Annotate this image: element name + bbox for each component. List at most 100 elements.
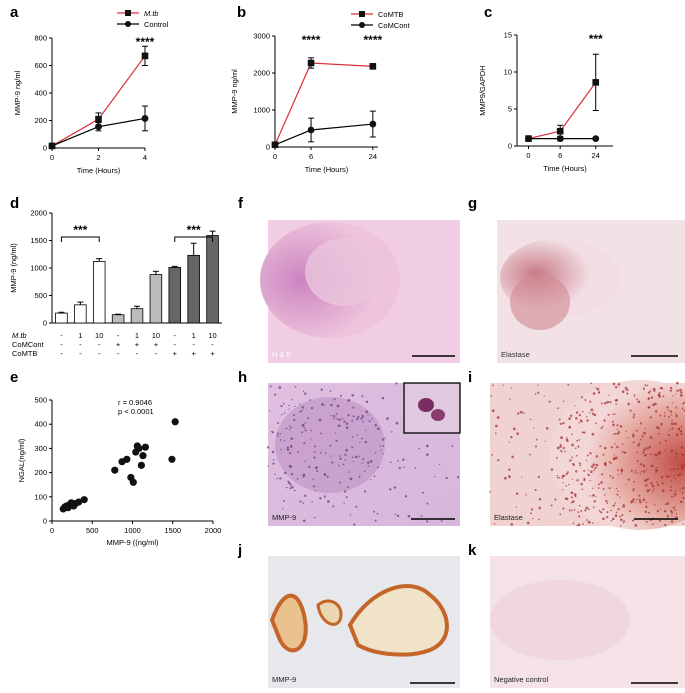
cell-nucleus <box>632 519 635 522</box>
cell-nucleus <box>532 517 534 520</box>
cell-nucleus <box>377 466 379 469</box>
chart-a: 0 200 400 600 800 MMP-9 ng/ml 0 2 4 Time (Hours) *… <box>13 9 169 175</box>
cell-nucleus <box>675 393 677 395</box>
cell-nucleus <box>680 430 683 432</box>
cell-nucleus <box>601 473 604 476</box>
panel-letter-k: k <box>468 542 477 559</box>
cell-nucleus <box>418 447 420 450</box>
cell-nucleus <box>636 498 638 501</box>
cell-nucleus <box>675 433 679 437</box>
cell-nucleus <box>276 434 279 437</box>
cell-nucleus <box>564 450 566 453</box>
cell-nucleus <box>494 514 496 517</box>
cell-nucleus <box>315 466 318 470</box>
cell-nucleus <box>302 476 305 478</box>
cell-nucleus <box>290 472 294 476</box>
cell-nucleus <box>598 391 601 394</box>
y-tick-label: 0 <box>43 144 47 153</box>
cell-nucleus <box>612 517 615 521</box>
cell-nucleus <box>614 443 616 445</box>
cell-nucleus <box>639 422 642 425</box>
y-tick-label: 400 <box>34 89 47 98</box>
cell-nucleus <box>550 504 553 507</box>
cell-nucleus <box>655 472 657 474</box>
cell-nucleus <box>604 463 607 467</box>
cell-nucleus <box>288 404 290 407</box>
cell-nucleus <box>672 395 674 397</box>
cell-nucleus <box>537 391 540 394</box>
data-point <box>123 455 131 463</box>
cell-nucleus <box>675 412 677 415</box>
cell-nucleus <box>671 402 673 404</box>
cell-nucleus <box>303 441 306 445</box>
condition-cell: - <box>192 340 195 349</box>
cell-nucleus <box>345 448 349 452</box>
cell-nucleus <box>605 499 608 503</box>
cell-nucleus <box>577 515 581 518</box>
cell-nucleus <box>680 446 684 449</box>
cell-nucleus <box>534 488 537 491</box>
cell-nucleus <box>608 394 610 396</box>
cell-nucleus <box>680 394 683 397</box>
x-tick-label: 4 <box>143 153 147 162</box>
cell-nucleus <box>335 412 338 415</box>
cell-nucleus <box>565 472 568 476</box>
cell-nucleus <box>394 513 397 516</box>
condition-cell: - <box>117 331 120 340</box>
cell-nucleus <box>598 509 601 512</box>
cell-nucleus <box>574 447 577 450</box>
cell-nucleus <box>622 503 625 507</box>
cell-nucleus <box>668 415 670 418</box>
cell-nucleus <box>676 389 679 392</box>
y-tick-label: 0 <box>508 142 512 151</box>
cell-nucleus <box>595 387 597 389</box>
cell-nucleus <box>656 466 659 469</box>
data-point <box>111 466 119 474</box>
cell-nucleus <box>659 442 661 444</box>
cell-nucleus <box>579 464 582 467</box>
data-point <box>369 120 377 128</box>
cell-nucleus <box>567 383 570 386</box>
cell-nucleus <box>610 446 614 449</box>
cell-nucleus <box>572 462 575 466</box>
cell-nucleus <box>354 455 358 459</box>
cell-nucleus <box>289 483 292 486</box>
cell-nucleus <box>585 506 589 510</box>
legend-label: Control <box>144 20 169 29</box>
cell-nucleus <box>633 413 636 416</box>
cell-nucleus <box>361 416 364 419</box>
cell-nucleus <box>626 388 629 392</box>
cell-nucleus <box>578 439 581 441</box>
cell-nucleus <box>656 510 659 513</box>
cell-nucleus <box>579 419 582 422</box>
cell-nucleus <box>329 444 332 447</box>
cell-nucleus <box>633 471 636 474</box>
cell-nucleus <box>314 451 317 453</box>
micrograph-k: Negative control <box>490 556 685 688</box>
cell-nucleus <box>283 471 287 475</box>
cell-nucleus <box>595 455 599 458</box>
cell-nucleus <box>678 427 681 430</box>
cell-nucleus <box>560 449 563 452</box>
cell-nucleus <box>632 489 635 492</box>
panel-letter-b: b <box>237 4 246 21</box>
cell-nucleus <box>643 388 645 391</box>
y-tick-label: 200 <box>34 468 47 477</box>
cell-nucleus <box>562 482 564 484</box>
cell-nucleus <box>310 406 314 410</box>
cell-nucleus <box>582 523 584 525</box>
series-line <box>274 62 373 146</box>
x-tick-label: 24 <box>592 151 600 160</box>
significance-stars: **** <box>136 35 155 49</box>
cell-nucleus <box>343 490 347 493</box>
cell-nucleus <box>625 389 628 391</box>
cell-nucleus <box>669 489 672 492</box>
cell-nucleus <box>533 427 535 429</box>
cell-nucleus <box>425 444 429 448</box>
cell-nucleus <box>682 487 685 490</box>
cell-nucleus <box>502 384 504 386</box>
cell-nucleus <box>352 415 355 418</box>
cell-nucleus <box>371 417 373 420</box>
cell-nucleus <box>395 382 398 385</box>
cell-nucleus <box>525 494 528 496</box>
